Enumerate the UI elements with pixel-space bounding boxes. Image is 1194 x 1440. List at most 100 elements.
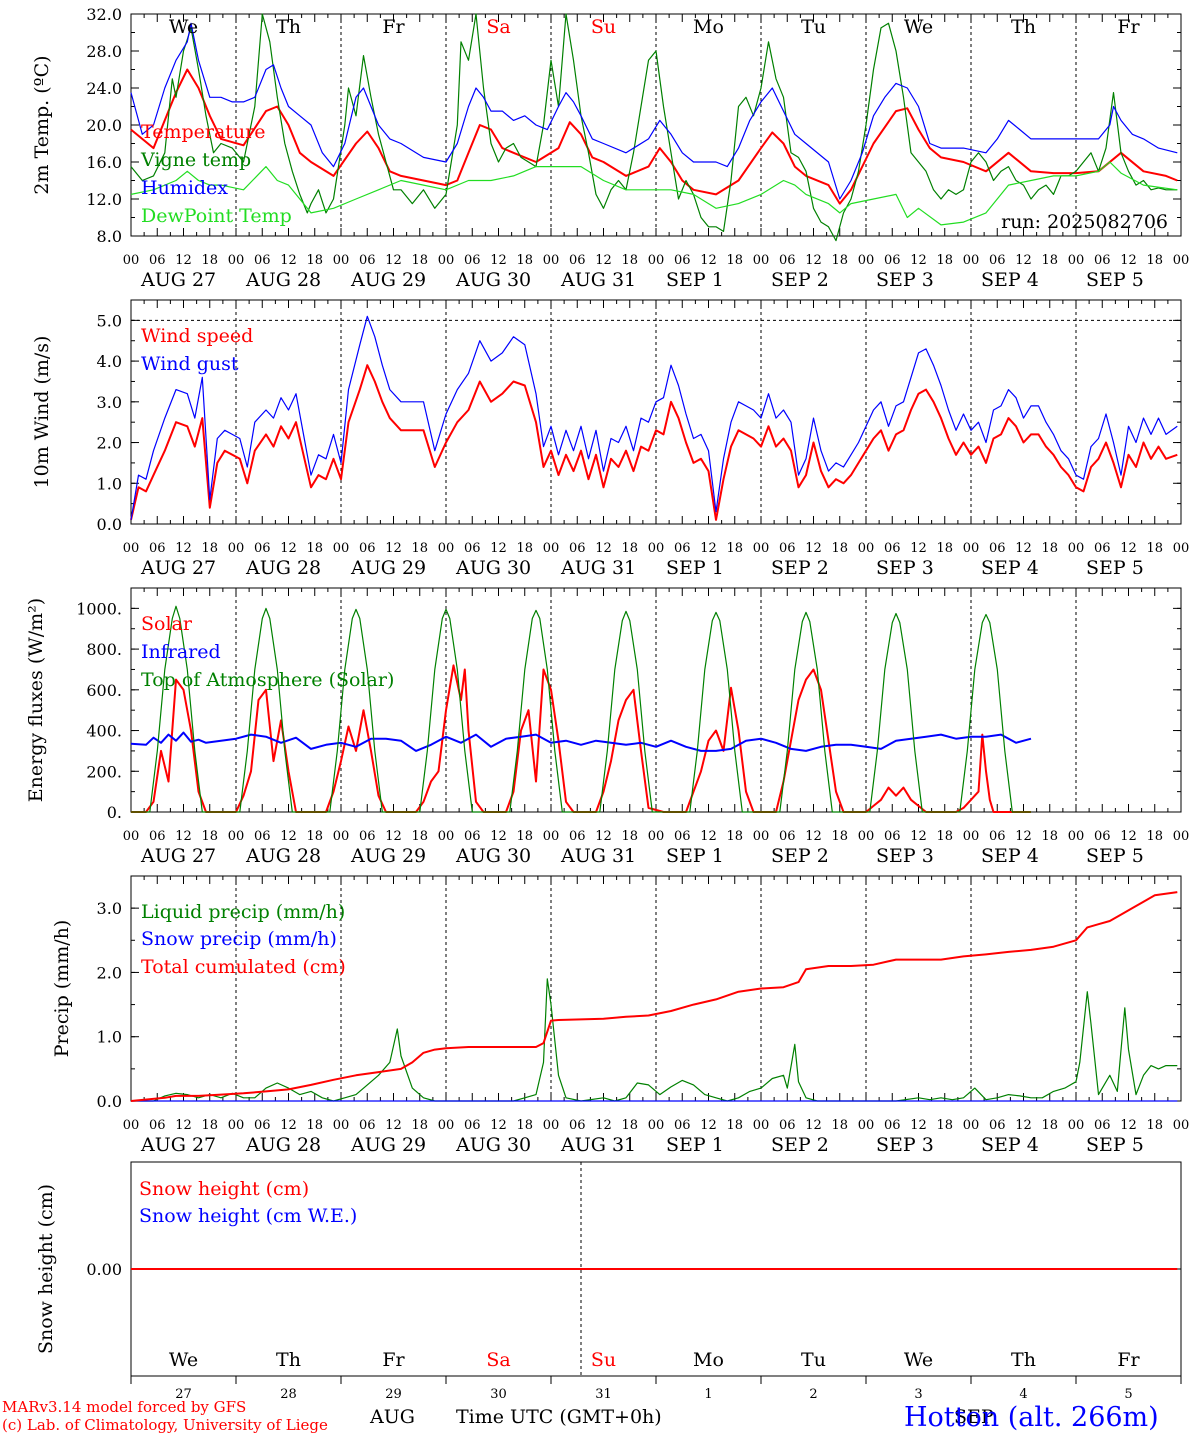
hour-label: 06 [1094, 253, 1111, 268]
legend-entry: Wind speed [141, 325, 253, 347]
day-number-label: 3 [914, 1387, 922, 1402]
y-tick-label: 2.0 [97, 434, 122, 453]
weekday-label: We [904, 1349, 933, 1371]
date-label: SEP 4 [981, 269, 1039, 291]
hour-label: 12 [280, 253, 297, 268]
weekday-label: Sa [486, 1349, 510, 1371]
hour-label: 12 [385, 1118, 402, 1133]
date-label: SEP 3 [876, 1134, 934, 1156]
hour-label: 18 [306, 1118, 323, 1133]
hour-label: 18 [936, 253, 953, 268]
hour-label: 18 [1041, 541, 1058, 556]
hour-label: 18 [201, 1118, 218, 1133]
hour-label: 06 [464, 829, 481, 844]
hour-label: 12 [700, 829, 717, 844]
hour-label: 12 [1015, 1118, 1032, 1133]
hour-label: 00 [858, 541, 875, 556]
date-label: AUG 31 [560, 269, 636, 291]
hour-label: 18 [1041, 829, 1058, 844]
hour-label: 12 [490, 541, 507, 556]
hour-label: 12 [910, 829, 927, 844]
hour-label: 00 [1173, 253, 1190, 268]
hour-label: 12 [1015, 541, 1032, 556]
y-axis-label: 2m Temp. (ºC) [31, 55, 53, 194]
hour-label: 06 [779, 253, 796, 268]
hour-label: 12 [700, 1118, 717, 1133]
hour-label: 18 [306, 829, 323, 844]
hour-label: 00 [123, 253, 140, 268]
date-label: AUG 30 [455, 845, 531, 867]
hour-label: 12 [280, 829, 297, 844]
date-label: SEP 5 [1086, 845, 1144, 867]
date-label: AUG 29 [350, 557, 426, 579]
hour-label: 12 [490, 1118, 507, 1133]
x-axis-label: Time UTC (GMT+0h) [456, 1406, 662, 1428]
hour-label: 18 [621, 253, 638, 268]
month-label-aug: AUG [370, 1406, 415, 1428]
hour-label: 06 [149, 1118, 166, 1133]
hour-label: 06 [1094, 829, 1111, 844]
legend-entry: Infrared [141, 641, 221, 663]
y-axis-label: Precip (mm/h) [51, 920, 73, 1058]
date-label: AUG 29 [350, 845, 426, 867]
legend-entry: Snow precip (mm/h) [141, 928, 337, 950]
y-tick-label: 400. [86, 722, 122, 741]
weekday-label: Tu [801, 1349, 826, 1371]
date-label: AUG 30 [455, 557, 531, 579]
date-label: AUG 28 [245, 269, 321, 291]
hour-label: 00 [753, 1118, 770, 1133]
hour-label: 00 [648, 541, 665, 556]
hour-label: 18 [831, 1118, 848, 1133]
date-label: AUG 28 [245, 1134, 321, 1156]
hour-label: 00 [648, 1118, 665, 1133]
hour-label: 12 [1120, 1118, 1137, 1133]
hour-label: 18 [306, 253, 323, 268]
date-label: SEP 3 [876, 269, 934, 291]
hour-label: 18 [306, 541, 323, 556]
hour-label: 12 [910, 1118, 927, 1133]
y-tick-label: 200. [86, 762, 122, 781]
hour-label: 06 [674, 253, 691, 268]
hour-label: 06 [1094, 1118, 1111, 1133]
date-label: SEP 1 [666, 845, 724, 867]
hour-label: 12 [490, 253, 507, 268]
day-number-label: 31 [595, 1387, 612, 1402]
hour-label: 00 [753, 541, 770, 556]
hour-label: 18 [201, 829, 218, 844]
hour-label: 12 [175, 829, 192, 844]
y-tick-label: 0.0 [97, 1092, 122, 1111]
hour-label: 06 [254, 829, 271, 844]
weekday-label: Fr [1117, 1349, 1140, 1371]
hour-label: 00 [648, 253, 665, 268]
hour-label: 18 [516, 829, 533, 844]
y-tick-label: 0. [107, 803, 122, 822]
series-line-solar [131, 664, 1031, 813]
date-label: AUG 28 [245, 557, 321, 579]
hour-label: 12 [280, 1118, 297, 1133]
legend-entry: Solar [141, 613, 193, 635]
date-label: SEP 2 [771, 845, 829, 867]
footer-lab: (c) Lab. of Climatology, University of L… [2, 1416, 328, 1434]
hour-label: 00 [1173, 1118, 1190, 1133]
hour-label: 00 [543, 1118, 560, 1133]
footer-credits: MARv3.14 model forced by GFS (c) Lab. of… [2, 1398, 328, 1434]
month-label-sep: SEP [954, 1406, 994, 1428]
series-line-dewpoint-temp [130, 161, 1178, 226]
weekday-label: We [169, 16, 198, 38]
hour-label: 18 [831, 541, 848, 556]
hour-label: 00 [753, 829, 770, 844]
hour-label: 00 [858, 1118, 875, 1133]
hour-label: 18 [411, 541, 428, 556]
date-label: AUG 27 [140, 845, 216, 867]
hour-label: 06 [674, 1118, 691, 1133]
date-label: AUG 27 [140, 1134, 216, 1156]
y-axis-label: 10m Wind (m/s) [31, 336, 53, 489]
hour-label: 12 [910, 541, 927, 556]
y-axis-label: Energy fluxes (W/m²) [25, 598, 47, 802]
hour-label: 06 [254, 253, 271, 268]
y-tick-label: 1000. [76, 599, 122, 618]
hour-label: 00 [543, 253, 560, 268]
hour-label: 06 [569, 829, 586, 844]
hour-label: 00 [228, 253, 245, 268]
hour-label: 06 [359, 253, 376, 268]
